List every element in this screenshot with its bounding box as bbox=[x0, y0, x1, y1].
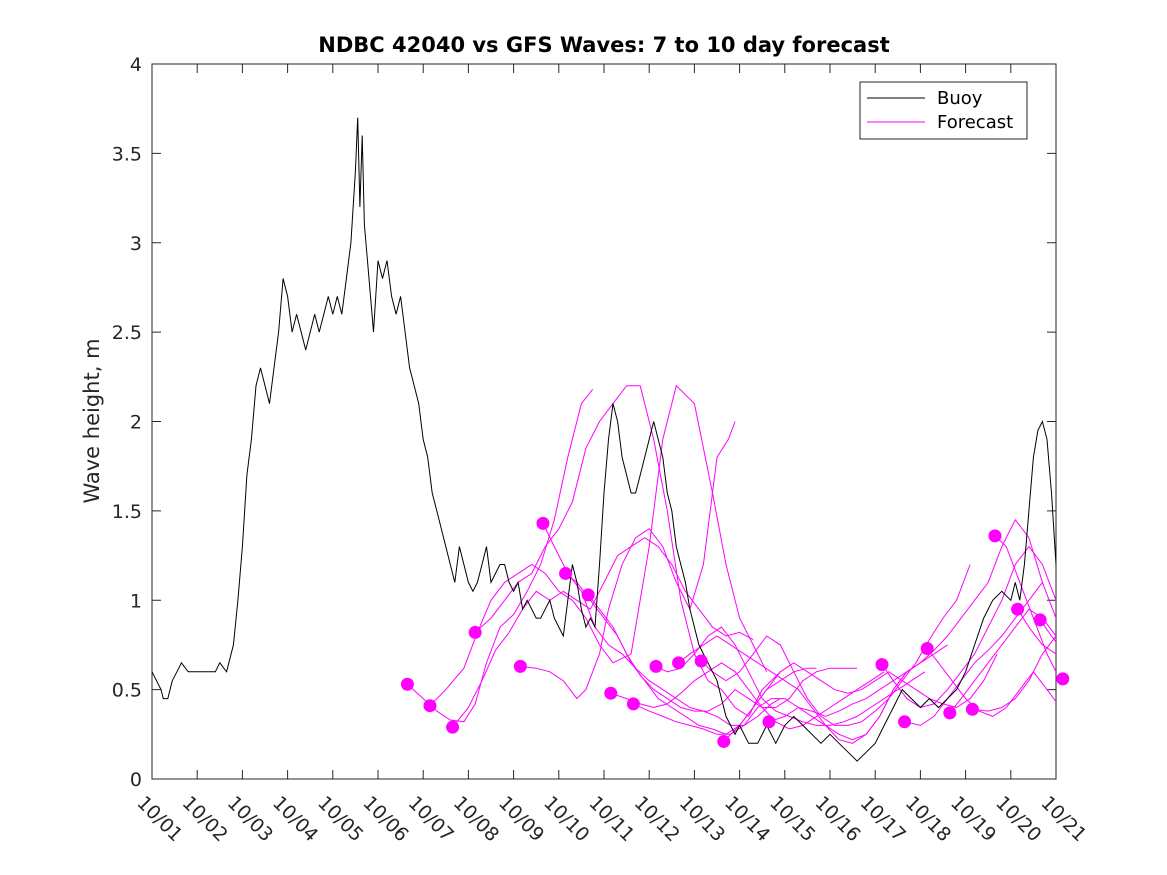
forecast-marker bbox=[1056, 672, 1070, 686]
forecast-line bbox=[474, 385, 781, 718]
y-tick-label: 0 bbox=[130, 769, 142, 791]
forecast-line bbox=[994, 535, 1056, 673]
forecast-line bbox=[610, 662, 885, 730]
y-tick-label: 2.5 bbox=[112, 322, 142, 344]
legend: Buoy Forecast bbox=[859, 81, 1028, 140]
x-tick-label: 10/17 bbox=[856, 792, 910, 846]
forecast-marker bbox=[1011, 602, 1025, 616]
forecast-line bbox=[949, 608, 1056, 714]
y-tick-label: 4 bbox=[130, 54, 142, 76]
forecast-marker bbox=[513, 659, 527, 673]
forecast-line bbox=[904, 581, 1056, 726]
forecast-line bbox=[926, 648, 1056, 717]
y-tick-label: 3 bbox=[130, 233, 142, 255]
x-tick-label: 10/05 bbox=[313, 792, 367, 846]
forecast-marker bbox=[717, 734, 731, 748]
x-tick-label: 10/18 bbox=[901, 792, 955, 846]
forecast-line bbox=[1017, 608, 1056, 655]
forecast-marker bbox=[694, 654, 708, 668]
x-tick-label: 10/09 bbox=[494, 792, 548, 846]
forecast-markers bbox=[400, 516, 1070, 748]
forecast-marker bbox=[762, 715, 776, 729]
forecast-marker bbox=[649, 659, 663, 673]
x-tick-label: 10/16 bbox=[810, 792, 864, 846]
legend-forecast-label: Forecast bbox=[937, 112, 1013, 133]
x-tick-label: 10/20 bbox=[991, 792, 1045, 846]
forecast-marker bbox=[559, 566, 573, 580]
x-tick-label: 10/07 bbox=[404, 792, 458, 846]
forecast-marker bbox=[581, 588, 595, 602]
series-group bbox=[152, 117, 1056, 762]
forecast-marker bbox=[468, 625, 482, 639]
y-axis: 0 0.5 1 1.5 2 2.5 3 3.5 4 bbox=[112, 54, 1056, 791]
forecast-marker bbox=[988, 529, 1002, 543]
forecast-line bbox=[1039, 619, 1056, 643]
forecast-marker bbox=[1033, 613, 1047, 627]
forecast-line bbox=[407, 388, 594, 723]
x-tick-label: 10/14 bbox=[720, 792, 774, 846]
x-tick-label: 10/10 bbox=[539, 792, 593, 846]
forecast-marker bbox=[536, 516, 550, 530]
forecast-line bbox=[723, 653, 998, 742]
buoy-line bbox=[152, 117, 1056, 762]
forecast-marker bbox=[672, 656, 686, 670]
forecast-marker bbox=[920, 642, 934, 656]
legend-box bbox=[859, 81, 1028, 140]
forecast-marker bbox=[875, 658, 889, 672]
y-tick-label: 0.5 bbox=[112, 680, 142, 702]
forecast-line bbox=[678, 635, 948, 744]
forecast-marker bbox=[898, 715, 912, 729]
y-tick-label: 1.5 bbox=[112, 501, 142, 523]
y-tick-label: 2 bbox=[130, 412, 142, 434]
forecast-line bbox=[972, 635, 1056, 712]
forecast-marker bbox=[943, 706, 957, 720]
x-tick-label: 10/08 bbox=[449, 792, 503, 846]
legend-buoy-label: Buoy bbox=[937, 88, 983, 109]
forecast-marker bbox=[446, 720, 460, 734]
forecast-line bbox=[565, 573, 817, 735]
x-tick-label: 10/21 bbox=[1036, 792, 1090, 846]
forecast-marker bbox=[423, 699, 437, 713]
x-tick-label: 10/15 bbox=[765, 792, 819, 846]
forecast-marker bbox=[604, 686, 618, 700]
y-tick-label: 1 bbox=[130, 590, 142, 612]
forecast-line bbox=[429, 384, 768, 707]
forecast-line bbox=[768, 518, 1043, 723]
y-axis-label: Wave height, m bbox=[80, 338, 104, 503]
plot-area bbox=[151, 63, 1057, 780]
x-tick-label: 10/04 bbox=[268, 792, 322, 846]
x-tick-label: 10/02 bbox=[178, 792, 232, 846]
x-tick-label: 10/11 bbox=[584, 792, 638, 846]
x-tick-label: 10/06 bbox=[358, 792, 412, 846]
x-tick-label: 10/01 bbox=[132, 792, 186, 846]
x-tick-label: 10/03 bbox=[223, 792, 277, 846]
chart-title: NDBC 42040 vs GFS Waves: 7 to 10 day for… bbox=[318, 33, 889, 57]
forecast-marker bbox=[400, 677, 414, 691]
y-tick-label: 3.5 bbox=[112, 143, 142, 165]
x-tick-label: 10/19 bbox=[946, 792, 1000, 846]
forecast-line bbox=[633, 671, 908, 741]
x-tick-label: 10/12 bbox=[630, 792, 684, 846]
forecast-marker bbox=[626, 697, 640, 711]
forecast-line bbox=[520, 421, 736, 700]
x-tick-label: 10/13 bbox=[675, 792, 729, 846]
forecast-marker bbox=[965, 702, 979, 716]
forecast-line bbox=[452, 537, 754, 728]
